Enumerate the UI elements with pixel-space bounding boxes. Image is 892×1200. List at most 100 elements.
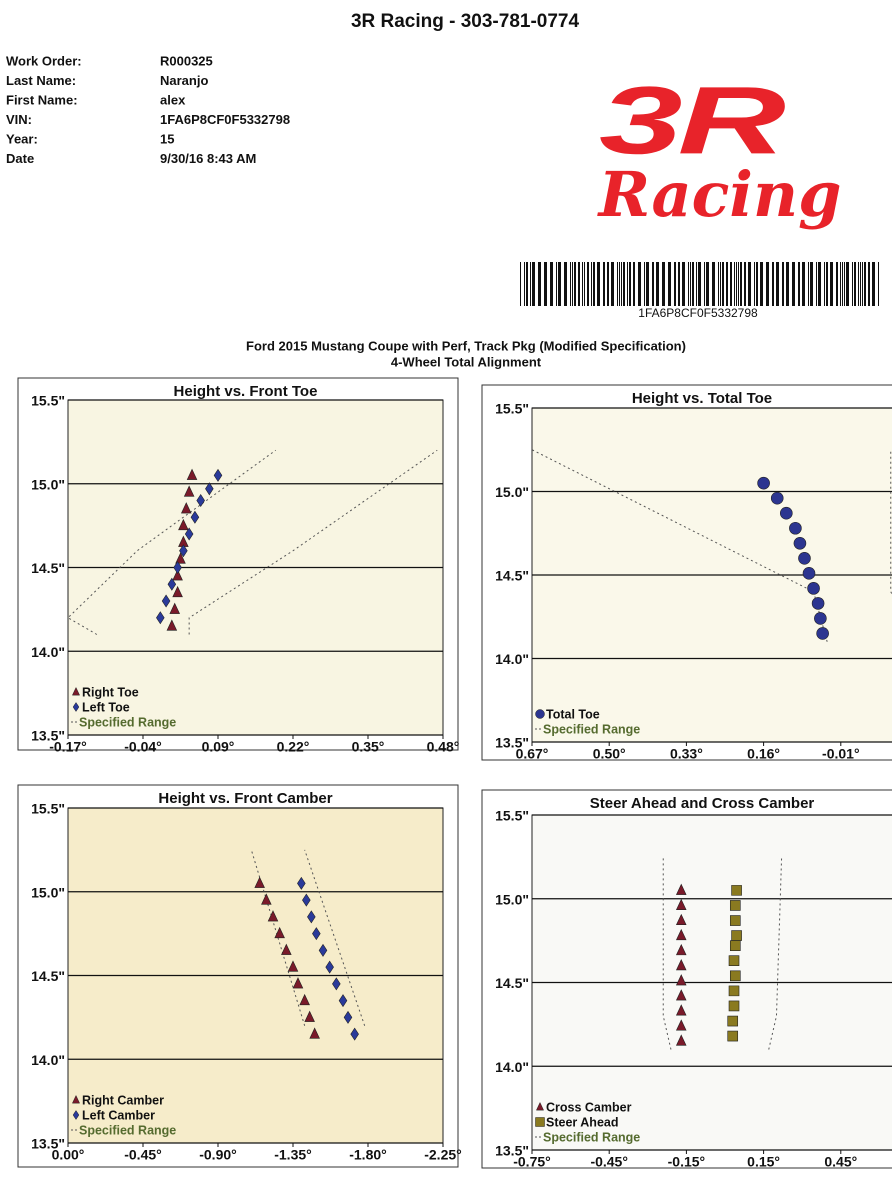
y-tick-label: 15.0" [495,484,529,500]
subtitle: 4-Wheel Total Alignment [391,354,542,369]
barcode-bar [668,262,671,306]
barcode-bar [633,262,635,306]
subtitle: Ford 2015 Mustang Coupe with Perf, Track… [246,338,686,353]
barcode-bar [830,262,833,306]
y-tick-label: 15.0" [31,476,65,492]
barcode-bar [662,262,665,306]
spec-range-line [662,856,672,1050]
data-point [184,527,194,541]
barcode-bar [756,262,758,306]
legend-label: Left Camber [82,1108,155,1122]
data-point [180,502,192,514]
data-point [729,970,741,982]
data-point [675,883,687,895]
data-point [757,476,770,490]
barcode-bar [740,262,742,306]
x-tick-label: 0.48° [427,739,460,755]
legend-label: Specified Range [543,1130,640,1144]
barcode-bar [688,262,689,306]
barcode-bar [818,262,821,306]
legend-label: Right Toe [82,685,139,699]
data-point [675,943,687,956]
data-point [281,943,292,955]
data-point [261,893,272,905]
legend-label: Steer Ahead [546,1115,618,1129]
legend-marker [72,702,80,712]
barcode-bar [593,262,595,306]
barcode-bar [782,262,784,306]
y-tick-label: 14.5" [31,968,65,984]
chart-title: Height vs. Front Camber [158,790,332,807]
barcode-bar [858,262,859,306]
barcode-bar [792,262,795,306]
y-tick-label: 14.0" [31,1052,65,1068]
series [727,885,742,1042]
chart-title: Steer Ahead and Cross Camber [590,795,815,812]
barcode-bar [652,262,654,306]
y-tick-label: 13.5" [31,1136,65,1152]
x-tick-label: 0.45° [824,1154,857,1170]
data-point [675,989,687,1001]
barcode-bar [524,262,525,306]
barcode-bar [690,262,691,306]
barcode-bar [698,262,701,306]
x-tick-label: -2.25° [424,1147,462,1163]
y-tick-label: 15.5" [495,808,529,824]
barcode-bar [578,262,580,306]
legend-label: Cross Camber [546,1100,632,1114]
legend-marker [535,1117,545,1127]
chart-title: Height vs. Front Toe [174,383,318,400]
x-tick-label: 0.09° [202,739,235,755]
field-value: R000325 [160,53,213,68]
field-label: Year: [6,131,38,146]
data-point [814,612,827,625]
data-point [731,885,742,896]
logo-script: Racing [597,158,842,231]
barcode-bar [591,262,592,306]
data-point [343,1010,353,1024]
barcode-bar [558,262,561,306]
data-point [304,1010,315,1022]
field-value: Naranjo [160,73,208,88]
legend-label: Specified Range [79,715,176,729]
legend-label: Specified Range [79,1123,176,1137]
spec-range-line [304,849,366,1026]
spec-range-line [768,856,783,1050]
barcode-bar [862,262,863,306]
x-tick-label: 0.35° [352,739,385,755]
data-point [196,493,205,508]
x-tick-label: 0.15° [747,1154,780,1170]
data-point [178,518,189,531]
data-point [729,940,741,951]
barcode-bar [766,262,769,306]
barcode-bar [597,262,600,306]
barcode-bar [556,262,557,306]
logo: 3R Racing [597,66,842,231]
data-point [731,930,742,941]
spec-range-line [890,449,892,596]
legend-label: Total Toe [546,707,600,721]
data-point [675,913,687,926]
data-point [254,876,265,888]
data-point [292,977,304,989]
x-tick-label: 0.50° [593,746,626,762]
field-label: First Name: [6,92,78,107]
x-tick-label: -0.01° [822,746,860,762]
barcode-bar [538,262,541,306]
barcode-bar [570,262,571,306]
field-label: Work Order: [6,53,82,68]
barcode-bar [704,262,705,306]
barcode-bar [720,262,721,306]
y-tick-label: 14.5" [495,568,529,584]
data-point [172,585,183,598]
barcode-bar [826,262,828,306]
barcode-bar [644,262,645,306]
data-point [727,1030,739,1042]
data-point [675,1019,687,1031]
data-point [729,900,741,911]
data-point [325,960,334,974]
barcode [520,262,879,306]
barcode-bar [844,262,845,306]
y-tick-label: 13.5" [31,728,65,744]
barcode-bar [706,262,709,306]
